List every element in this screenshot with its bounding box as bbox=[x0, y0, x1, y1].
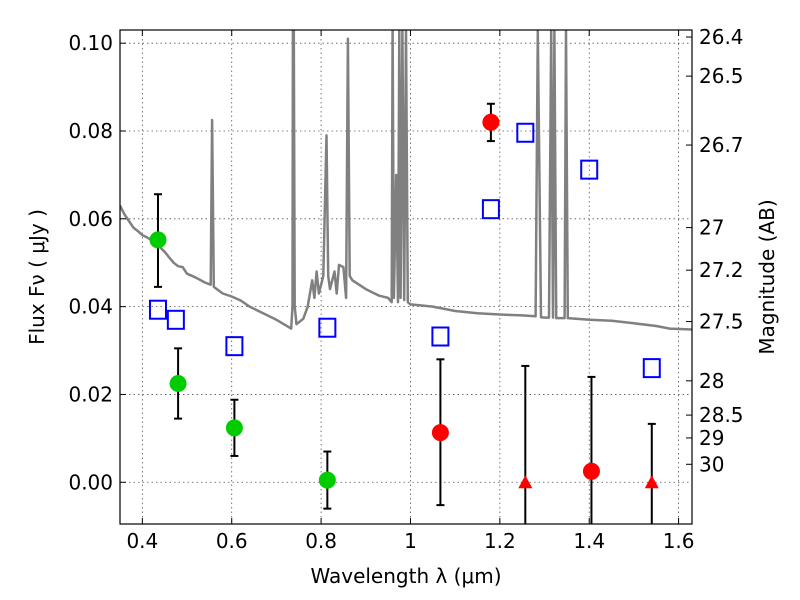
mag-tick-label-6: 28 bbox=[699, 369, 724, 393]
y-axis-title: Flux Fν ( μJy ) bbox=[25, 209, 49, 345]
y-tick-label-2: 0.04 bbox=[68, 295, 113, 319]
y-tick-label-0: 0.00 bbox=[68, 470, 113, 494]
circle-marker-2-1 bbox=[482, 113, 500, 131]
triangle-marker-0 bbox=[518, 475, 533, 489]
square-marker-0 bbox=[148, 299, 167, 320]
model-spectrum-line bbox=[120, 30, 692, 331]
y-tick-label-3: 0.06 bbox=[68, 207, 113, 231]
circle-marker-1-1 bbox=[169, 374, 187, 392]
x-tick-label-3: 1 bbox=[404, 529, 417, 553]
x-tick-label-1: 0.6 bbox=[216, 529, 248, 553]
y-tick-label-5: 0.10 bbox=[68, 31, 113, 55]
x-tick-label-4: 1.2 bbox=[484, 529, 516, 553]
spectrum-layer bbox=[120, 30, 692, 331]
x-tick-label-2: 0.8 bbox=[305, 529, 337, 553]
y-axis-right-title: Magnitude (AB) bbox=[755, 199, 779, 354]
square-marker-4 bbox=[431, 326, 450, 347]
triangle-marker-1 bbox=[644, 475, 659, 489]
mag-tick-label-5: 27.5 bbox=[699, 310, 744, 334]
circle-marker-1-3 bbox=[318, 471, 336, 489]
circle-marker-2-0 bbox=[431, 424, 449, 442]
y-tick-label-4: 0.08 bbox=[68, 119, 113, 143]
mag-tick-label-9: 30 bbox=[699, 452, 724, 476]
mag-tick-label-8: 29 bbox=[699, 426, 724, 450]
mag-tick-label-1: 26.5 bbox=[699, 64, 744, 88]
mag-tick-label-4: 27.2 bbox=[699, 258, 744, 282]
mag-tick-label-3: 27 bbox=[699, 216, 724, 240]
ticks: 0.4 0.6 0.8 1 1.2 1.4 1.6 0.00 0.02 0.04 0.06 0.08 0… bbox=[68, 25, 743, 553]
plot-frame bbox=[119, 29, 693, 525]
mag-tick-label-7: 28.5 bbox=[699, 403, 744, 427]
mag-tick-label-0: 26.4 bbox=[699, 25, 744, 49]
square-marker-7 bbox=[580, 159, 599, 180]
x-axis-title: Wavelength λ (μm) bbox=[310, 564, 501, 588]
square-marker-3 bbox=[318, 317, 337, 338]
mag-tick-label-2: 26.7 bbox=[699, 133, 744, 157]
y-tick-label-1: 0.02 bbox=[68, 382, 113, 406]
x-tick-label-6: 1.6 bbox=[663, 529, 695, 553]
x-tick-label-0: 0.4 bbox=[126, 529, 158, 553]
circle-marker-2-2 bbox=[582, 462, 600, 480]
circle-marker-1-2 bbox=[225, 419, 243, 437]
circle-marker-1-0 bbox=[149, 231, 167, 249]
square-marker-5 bbox=[481, 199, 500, 220]
square-marker-8 bbox=[642, 358, 661, 379]
square-marker-2 bbox=[225, 336, 244, 357]
marker-layer bbox=[148, 113, 661, 489]
x-tick-label-5: 1.4 bbox=[573, 529, 605, 553]
square-marker-1 bbox=[166, 309, 185, 330]
grid bbox=[120, 30, 692, 524]
square-marker-6 bbox=[516, 122, 535, 143]
